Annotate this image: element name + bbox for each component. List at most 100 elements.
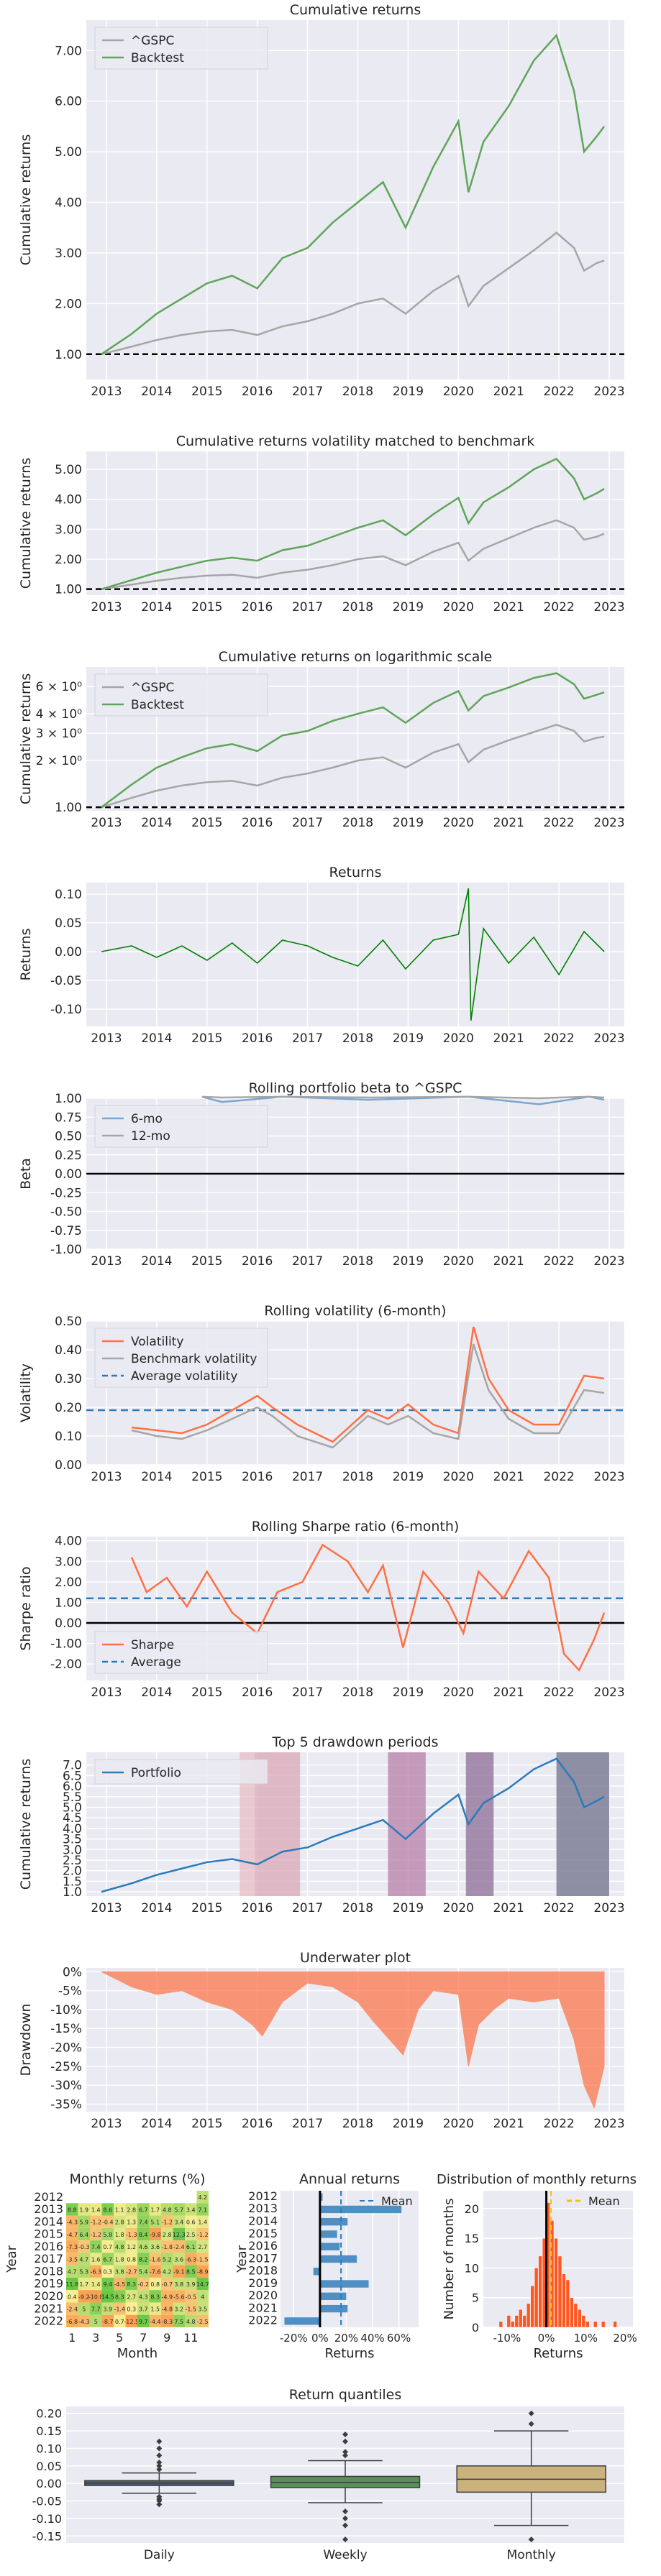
y-tick-label: 2017: [248, 2251, 278, 2265]
plot-background: [86, 20, 624, 380]
heatmap-cell: [125, 2302, 137, 2315]
x-tick-label: 2022: [543, 1254, 574, 1269]
heatmap-value: -1.6: [150, 2256, 161, 2263]
heatmap-value: 3.5: [198, 2306, 207, 2313]
heatmap-cell: [90, 2277, 102, 2291]
x-tick-label: 2018: [342, 600, 373, 615]
y-tick-label: 2018: [248, 2264, 278, 2278]
chart-title: Cumulative returns: [290, 2, 421, 18]
y-tick-label: 0.20: [55, 1401, 82, 1415]
y-tick-label: 1.00: [55, 1092, 82, 1106]
heatmap-value: 1.5: [150, 2306, 160, 2313]
x-tick-label: 2020: [443, 385, 474, 399]
histogram-bar: [554, 2237, 558, 2328]
heatmap-cell: [161, 2240, 173, 2253]
box-flier: [156, 2501, 163, 2508]
histogram-bar: [585, 2321, 590, 2328]
y-tick-label: 3.00: [55, 247, 82, 261]
x-tick-label: 2022: [543, 2117, 574, 2131]
y-tick-label: -0.10: [32, 2512, 62, 2526]
x-tick-label: 2016: [242, 2117, 273, 2131]
x-tick-label: 2022: [543, 1685, 574, 1700]
heatmap-cell: [196, 2314, 209, 2327]
heatmap-value: 5.7: [174, 2207, 183, 2213]
y-tick-label: -0.05: [50, 974, 82, 988]
histogram-bar: [538, 2255, 542, 2328]
panel-3: -0.10 -0.05 0.00 0.05 0.10 2013 2014 2015 2016 20…: [18, 865, 625, 1046]
heatmap-cell: [137, 2314, 150, 2327]
x-tick-label: 2018: [342, 2117, 373, 2131]
y-axis-label: Year: [4, 2245, 19, 2273]
heatmap-cell: [149, 2314, 161, 2327]
x-tick-label: 2021: [493, 1254, 524, 1269]
box-flier: [156, 2462, 163, 2469]
x-tick-label: 2018: [342, 1031, 373, 1046]
x-tick-label: 2013: [91, 1685, 122, 1700]
x-tick-label: 11: [183, 2331, 198, 2345]
heatmap-cell: [149, 2302, 161, 2315]
heatmap-value: 6.4: [79, 2232, 88, 2238]
y-tick-label: -0.15: [32, 2529, 62, 2543]
x-tick-label: 2019: [393, 2117, 424, 2131]
x-tick-label: 2015: [191, 1685, 222, 1700]
x-tick-label: 2016: [242, 385, 273, 399]
heatmap-cell: [185, 2215, 197, 2228]
heatmap-value: 7.7: [91, 2306, 101, 2313]
x-tick-label: 2021: [493, 600, 524, 615]
heatmap-cell: [137, 2203, 150, 2216]
heatmap-value: 0.7: [103, 2244, 112, 2250]
x-tick-label: 2020: [443, 1031, 474, 1046]
x-tick-label: 2013: [91, 1254, 122, 1269]
heatmap-value: -8.3: [161, 2319, 173, 2325]
histogram-bar: [498, 2321, 503, 2328]
heatmap-value: 3.8: [115, 2269, 124, 2276]
box-flier: [342, 2522, 348, 2529]
heatmap-value: 6.7: [139, 2207, 148, 2213]
chart-title: Underwater plot: [300, 1950, 411, 1966]
series-line: [101, 672, 605, 809]
histogram-bar: [613, 2321, 617, 2328]
heatmap-cell: [173, 2240, 185, 2253]
y-tick-label: 0.10: [55, 1430, 82, 1444]
x-tick-label: 2018: [342, 1470, 373, 1484]
heatmap-cell: [149, 2215, 161, 2228]
heatmap-value: -7.6: [150, 2269, 161, 2276]
y-tick-label: 3.5: [63, 1833, 82, 1847]
histogram-bar: [511, 2321, 515, 2328]
x-tick-label: 2019: [393, 1254, 424, 1269]
x-tick-label: 2015: [191, 1031, 222, 1046]
y-tick-label: 2020: [34, 2289, 63, 2303]
heatmap-cell: [114, 2277, 126, 2291]
x-tick-label: 2018: [342, 1901, 373, 1915]
y-tick-label: 5.5: [63, 1790, 82, 1805]
heatmap-value: 0.7: [115, 2319, 124, 2325]
heatmap-value: 9.7: [139, 2319, 148, 2325]
heatmap-value: -1.2: [90, 2220, 101, 2226]
heatmap-cell: [196, 2191, 209, 2204]
legend-box: [94, 27, 268, 70]
heatmap-cell: [137, 2277, 150, 2291]
y-tick-label: -20%: [50, 2041, 82, 2056]
box-flier: [342, 2452, 348, 2459]
heatmap-cell: [78, 2265, 90, 2278]
y-axis-label: Cumulative returns: [18, 134, 34, 265]
x-tick-label: 7: [140, 2331, 147, 2345]
y-axis-label: Cumulative returns: [18, 1759, 34, 1890]
heatmap-cell: [161, 2277, 173, 2291]
heatmap-value: -0.5: [185, 2294, 196, 2300]
x-tick-label: 2019: [393, 600, 424, 615]
box-flier: [156, 2445, 163, 2452]
heatmap-value: 8.3: [127, 2281, 136, 2288]
x-tick-label: 2013: [91, 1031, 122, 1046]
heatmap-value: -6.3: [185, 2256, 196, 2263]
annual-bar: [284, 2317, 320, 2325]
y-tick-label: -15%: [50, 2022, 82, 2036]
y-tick-label: 2014: [248, 2214, 278, 2228]
heatmap-cell: [137, 2302, 150, 2315]
x-tick-label: 2021: [493, 385, 524, 399]
heatmap-cell: [78, 2191, 90, 2204]
heatmap-value: 3.4: [174, 2220, 183, 2226]
x-tick-label: 2014: [141, 600, 172, 615]
y-tick-label: 2.00: [55, 1576, 82, 1590]
heatmap-value: 3.4: [186, 2207, 196, 2213]
